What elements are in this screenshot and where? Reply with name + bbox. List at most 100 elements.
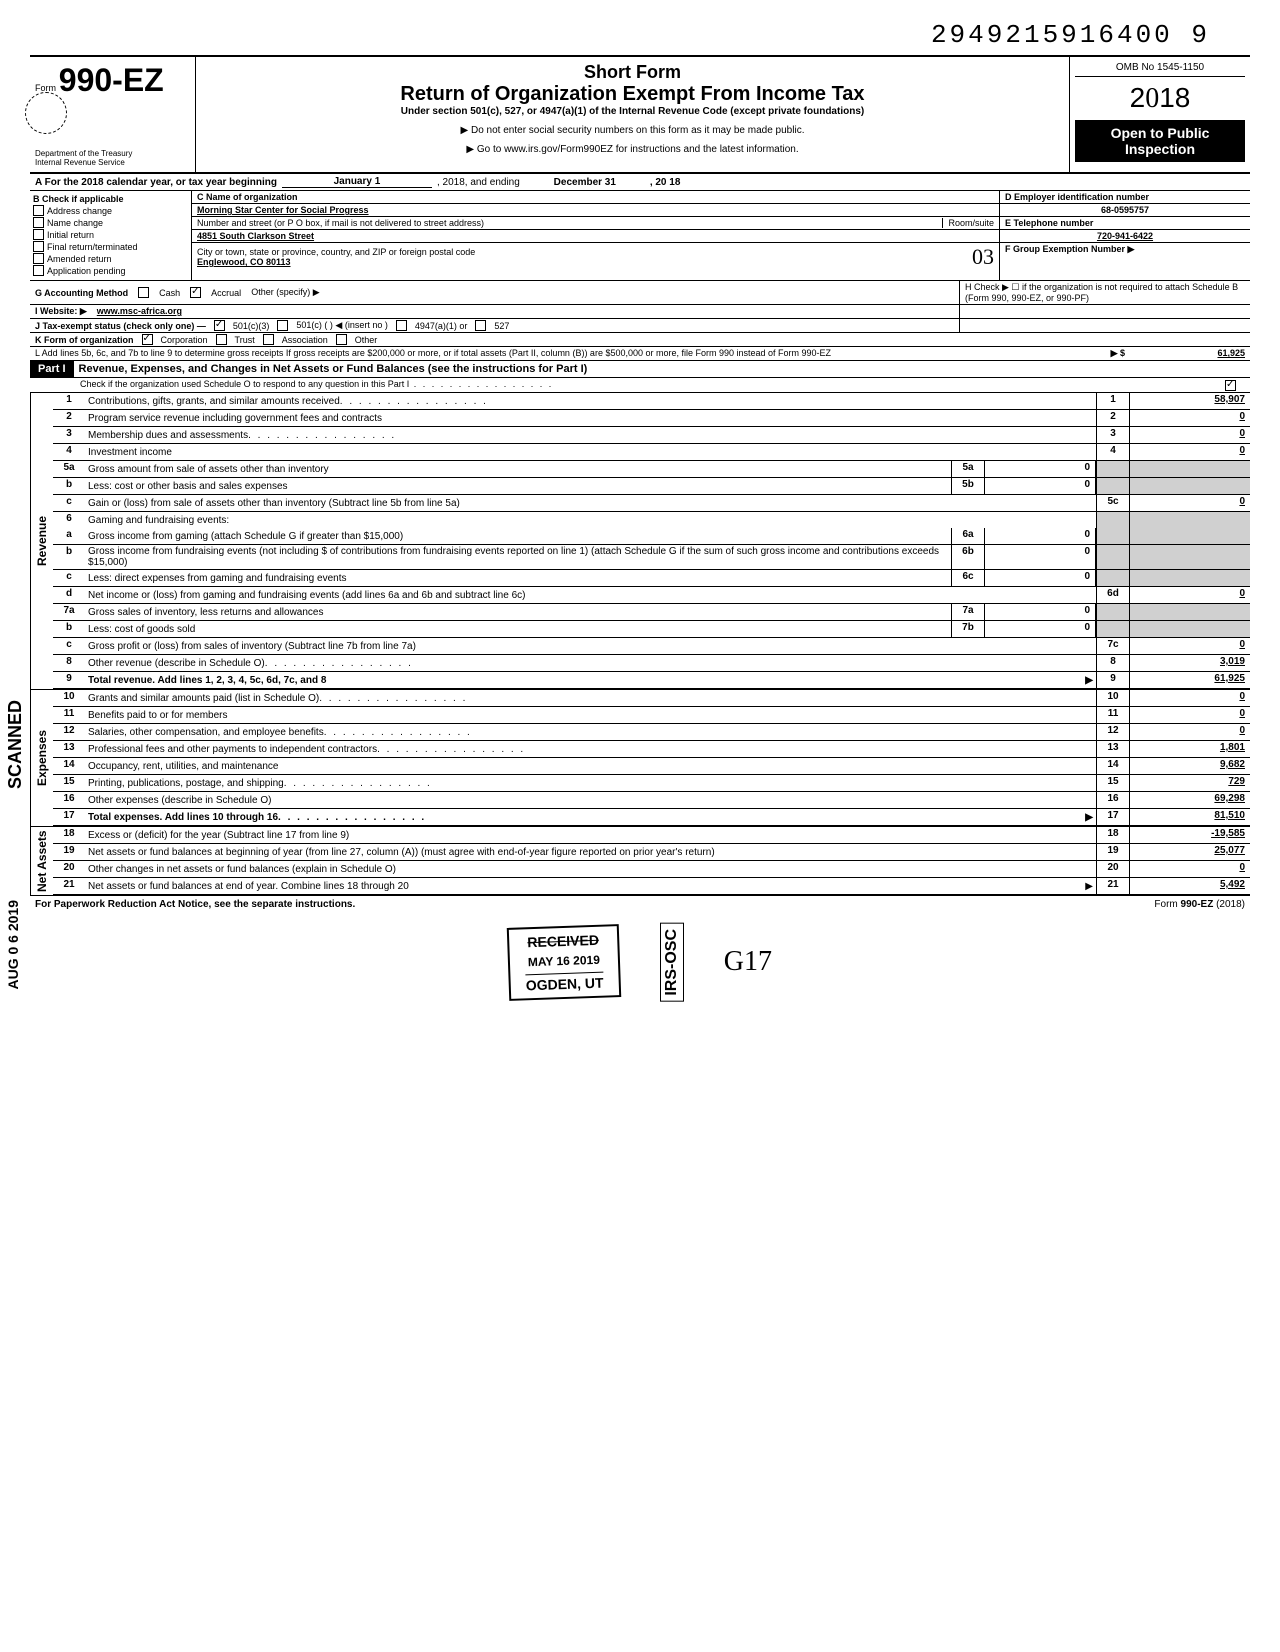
- subtitle: Under section 501(c), 527, or 4947(a)(1)…: [201, 106, 1064, 117]
- cb-initial-return[interactable]: Initial return: [33, 229, 188, 240]
- street-label: Number and street (or P O box, if mail i…: [197, 218, 942, 228]
- cb-association[interactable]: [263, 334, 274, 345]
- line-17-value: 81,510: [1129, 809, 1250, 825]
- cb-527[interactable]: [475, 320, 486, 331]
- seal-placeholder: [25, 92, 67, 134]
- cb-name-change[interactable]: Name change: [33, 217, 188, 228]
- line-12-value: 0: [1129, 724, 1250, 740]
- line-2-value: 0: [1129, 410, 1250, 426]
- section-bcdef: B Check if applicable Address change Nam…: [30, 191, 1250, 281]
- line-7c-value: 0: [1129, 638, 1250, 654]
- cb-accrual[interactable]: [190, 287, 201, 298]
- revenue-side-label: Revenue: [30, 393, 53, 689]
- row-a: A For the 2018 calendar year, or tax yea…: [30, 174, 1250, 191]
- footer: For Paperwork Reduction Act Notice, see …: [30, 896, 1250, 913]
- form-number: 990-EZ: [59, 62, 164, 98]
- department-label: Department of the Treasury Internal Reve…: [35, 149, 190, 167]
- line-3-value: 0: [1129, 427, 1250, 443]
- line-2: Program service revenue including govern…: [85, 410, 1096, 426]
- line-6d: Net income or (loss) from gaming and fun…: [85, 587, 1096, 603]
- cb-trust[interactable]: [216, 334, 227, 345]
- line-20-value: 0: [1129, 861, 1250, 877]
- line-8: Other revenue (describe in Schedule O): [85, 655, 1096, 671]
- document-code: 2949215916400 9: [30, 20, 1250, 50]
- d-label: D Employer identification number: [1005, 192, 1149, 202]
- net-assets-section: Net Assets 18Excess or (deficit) for the…: [30, 827, 1250, 896]
- year-box: OMB No 1545-1150 2018 Open to Public Ins…: [1069, 57, 1250, 172]
- cb-app-pending[interactable]: Application pending: [33, 265, 188, 276]
- line-21-value: 5,492: [1129, 878, 1250, 894]
- col-b: B Check if applicable Address change Nam…: [30, 191, 192, 280]
- period-end-month: December 31: [525, 177, 645, 188]
- cb-501c3[interactable]: [214, 320, 225, 331]
- c-label: C Name of organization: [197, 192, 298, 202]
- row-a-label: A For the 2018 calendar year, or tax yea…: [35, 177, 277, 188]
- line-15: Printing, publications, postage, and shi…: [85, 775, 1096, 791]
- f-label: F Group Exemption Number ▶: [1005, 244, 1134, 254]
- open-public-label: Open to Public Inspection: [1075, 120, 1245, 162]
- cb-corporation[interactable]: [142, 334, 153, 345]
- cb-4947[interactable]: [396, 320, 407, 331]
- line-18: Excess or (deficit) for the year (Subtra…: [85, 827, 1096, 843]
- line-4-value: 0: [1129, 444, 1250, 460]
- line-5c: Gain or (loss) from sale of assets other…: [85, 495, 1096, 511]
- l-value: 61,925: [1130, 347, 1250, 360]
- line-10-value: 0: [1129, 690, 1250, 706]
- stamps-area: RECEIVED MAY 16 2019 OGDEN, UT IRS-OSC G…: [30, 923, 1250, 1002]
- line-4: Investment income: [85, 444, 1096, 460]
- cb-address-change[interactable]: Address change: [33, 205, 188, 216]
- website-value: www.msc-africa.org: [97, 306, 182, 317]
- ein-value: 68-0595757: [1000, 204, 1250, 217]
- line-8-value: 3,019: [1129, 655, 1250, 671]
- city-label: City or town, state or province, country…: [197, 247, 972, 257]
- line-14-value: 9,682: [1129, 758, 1250, 774]
- cb-501c[interactable]: [277, 320, 288, 331]
- instruction-1: ▶ Do not enter social security numbers o…: [201, 125, 1064, 136]
- scanned-stamp: SCANNED: [5, 700, 26, 789]
- line-14: Occupancy, rent, utilities, and maintena…: [85, 758, 1096, 774]
- line-19-value: 25,077: [1129, 844, 1250, 860]
- footer-right: Form 990-EZ (2018): [1154, 899, 1245, 910]
- e-label: E Telephone number: [1005, 218, 1093, 228]
- cb-amended-return[interactable]: Amended return: [33, 253, 188, 264]
- line-13-value: 1,801: [1129, 741, 1250, 757]
- received-stamp: RECEIVED MAY 16 2019 OGDEN, UT: [507, 924, 621, 1001]
- room-label: Room/suite: [942, 218, 994, 228]
- cb-final-return[interactable]: Final return/terminated: [33, 241, 188, 252]
- expenses-section: Expenses 10Grants and similar amounts pa…: [30, 690, 1250, 827]
- form-id-box: Form 990-EZ Department of the Treasury I…: [30, 57, 196, 172]
- handwritten-g17: G17: [724, 946, 772, 978]
- line-12: Salaries, other compensation, and employ…: [85, 724, 1096, 740]
- return-title: Return of Organization Exempt From Incom…: [201, 83, 1064, 106]
- line-1-value: 58,907: [1129, 393, 1250, 409]
- row-gh: G Accounting Method Cash Accrual Other (…: [30, 281, 1250, 305]
- l-text: L Add lines 5b, 6c, and 7b to line 9 to …: [30, 347, 1070, 360]
- row-l: L Add lines 5b, 6c, and 7b to line 9 to …: [30, 347, 1250, 361]
- line-6d-value: 0: [1129, 587, 1250, 603]
- city-value: Englewood, CO 80113: [197, 257, 972, 267]
- j-label: J Tax-exempt status (check only one) —: [35, 321, 206, 331]
- cb-schedule-o[interactable]: [1225, 380, 1236, 391]
- line-3: Membership dues and assessments: [85, 427, 1096, 443]
- title-box: Short Form Return of Organization Exempt…: [196, 57, 1069, 172]
- col-def: D Employer identification number 68-0595…: [1000, 191, 1250, 280]
- period-end-year: , 20 18: [650, 177, 681, 188]
- row-j: J Tax-exempt status (check only one) — 5…: [30, 319, 1250, 333]
- g-label: G Accounting Method: [35, 288, 128, 298]
- part-1-check: Check if the organization used Schedule …: [30, 378, 1250, 393]
- line-7b: Less: cost of goods sold: [85, 621, 951, 637]
- line-9: Total revenue. Add lines 1, 2, 3, 4, 5c,…: [85, 672, 1096, 688]
- h-label: H Check ▶ ☐ if the organization is not r…: [959, 281, 1250, 304]
- cb-other[interactable]: [336, 334, 347, 345]
- omb-number: OMB No 1545-1150: [1075, 62, 1245, 77]
- line-1: Contributions, gifts, grants, and simila…: [85, 393, 1096, 409]
- line-6c: Less: direct expenses from gaming and fu…: [85, 570, 951, 586]
- b-label: B Check if applicable: [33, 194, 188, 204]
- line-20: Other changes in net assets or fund bala…: [85, 861, 1096, 877]
- cb-cash[interactable]: [138, 287, 149, 298]
- phone-value: 720-941-6422: [1000, 230, 1250, 243]
- line-9-value: 61,925: [1129, 672, 1250, 688]
- line-7a: Gross sales of inventory, less returns a…: [85, 604, 951, 620]
- line-6a: Gross income from gaming (attach Schedul…: [85, 528, 951, 544]
- col-c: C Name of organization Morning Star Cent…: [192, 191, 1000, 280]
